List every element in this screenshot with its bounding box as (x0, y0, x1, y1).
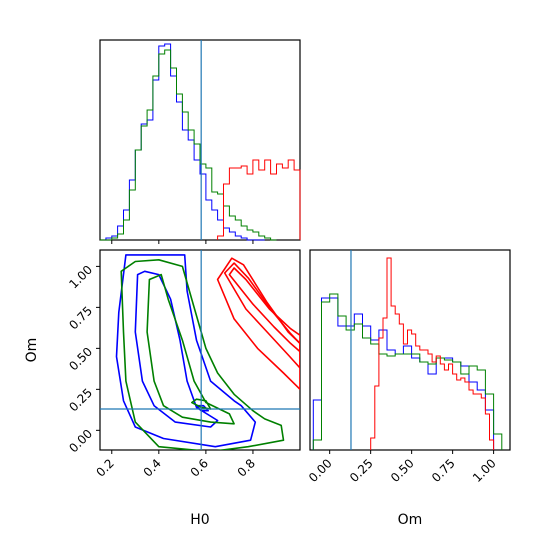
h0-axis-label: H0 (190, 512, 209, 528)
x-tick-label: 0.25 (347, 456, 376, 485)
x-tick-label: 0.00 (306, 456, 335, 485)
contour-inner-8 (228, 267, 300, 353)
contour-middle-1 (134, 270, 219, 428)
histogram-series-1 (312, 293, 503, 450)
histogram-series-1 (100, 49, 277, 241)
h0-x-ticks: 0.2 0.4 0.6 0.8 (93, 450, 258, 480)
contour-series (115, 254, 300, 450)
contour-outer-0 (115, 254, 257, 448)
h0-marginal-ticks (111, 240, 254, 244)
contour-outer-3 (120, 258, 285, 450)
om-marginal-frame (309, 249, 511, 451)
om-y-ticks: 0.00 0.25 0.50 0.75 1.00 (66, 263, 100, 456)
panel-om-marginal: 0.00 0.25 0.50 0.75 1.00 Om (306, 249, 511, 528)
panel-h0-om-contours: 0.2 0.4 0.6 0.8 0.00 0.25 0.50 0.75 1.00 H0 Om (24, 249, 301, 528)
y-tick-label: 0.50 (66, 345, 95, 374)
x-tick-label: 0.6 (188, 456, 211, 479)
x-tick-label: 1.00 (470, 456, 499, 485)
h0-histogram-series (100, 43, 301, 241)
y-tick-label: 1.00 (66, 263, 95, 292)
contour-inner-5 (191, 398, 212, 410)
om-axis-label: Om (24, 338, 40, 363)
histogram-series-2 (370, 257, 495, 450)
om-histogram-series (312, 257, 503, 450)
x-tick-label: 0.8 (235, 456, 258, 479)
histogram-series-2 (217, 159, 301, 240)
h0-marginal-frame (99, 39, 301, 241)
panel-h0-marginal (99, 39, 301, 244)
contour-middle-4 (146, 273, 235, 425)
om-x-axis-label: Om (398, 512, 423, 528)
contour-outer-6 (216, 257, 300, 391)
om-x-ticks: 0.00 0.25 0.50 0.75 1.00 (306, 450, 499, 485)
histogram-series-0 (100, 43, 265, 241)
x-tick-label: 0.50 (388, 456, 417, 485)
y-tick-label: 0.75 (66, 304, 95, 333)
x-tick-label: 0.4 (141, 456, 164, 479)
x-tick-label: 0.2 (93, 456, 116, 479)
y-tick-label: 0.00 (66, 427, 95, 456)
contour-middle-7 (223, 262, 300, 369)
x-tick-label: 0.75 (429, 456, 458, 485)
y-tick-label: 0.25 (66, 386, 95, 415)
